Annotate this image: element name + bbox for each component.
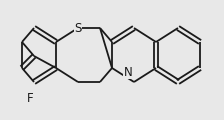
Text: N: N [124, 66, 132, 78]
Text: F: F [27, 91, 33, 105]
Text: S: S [74, 21, 82, 35]
